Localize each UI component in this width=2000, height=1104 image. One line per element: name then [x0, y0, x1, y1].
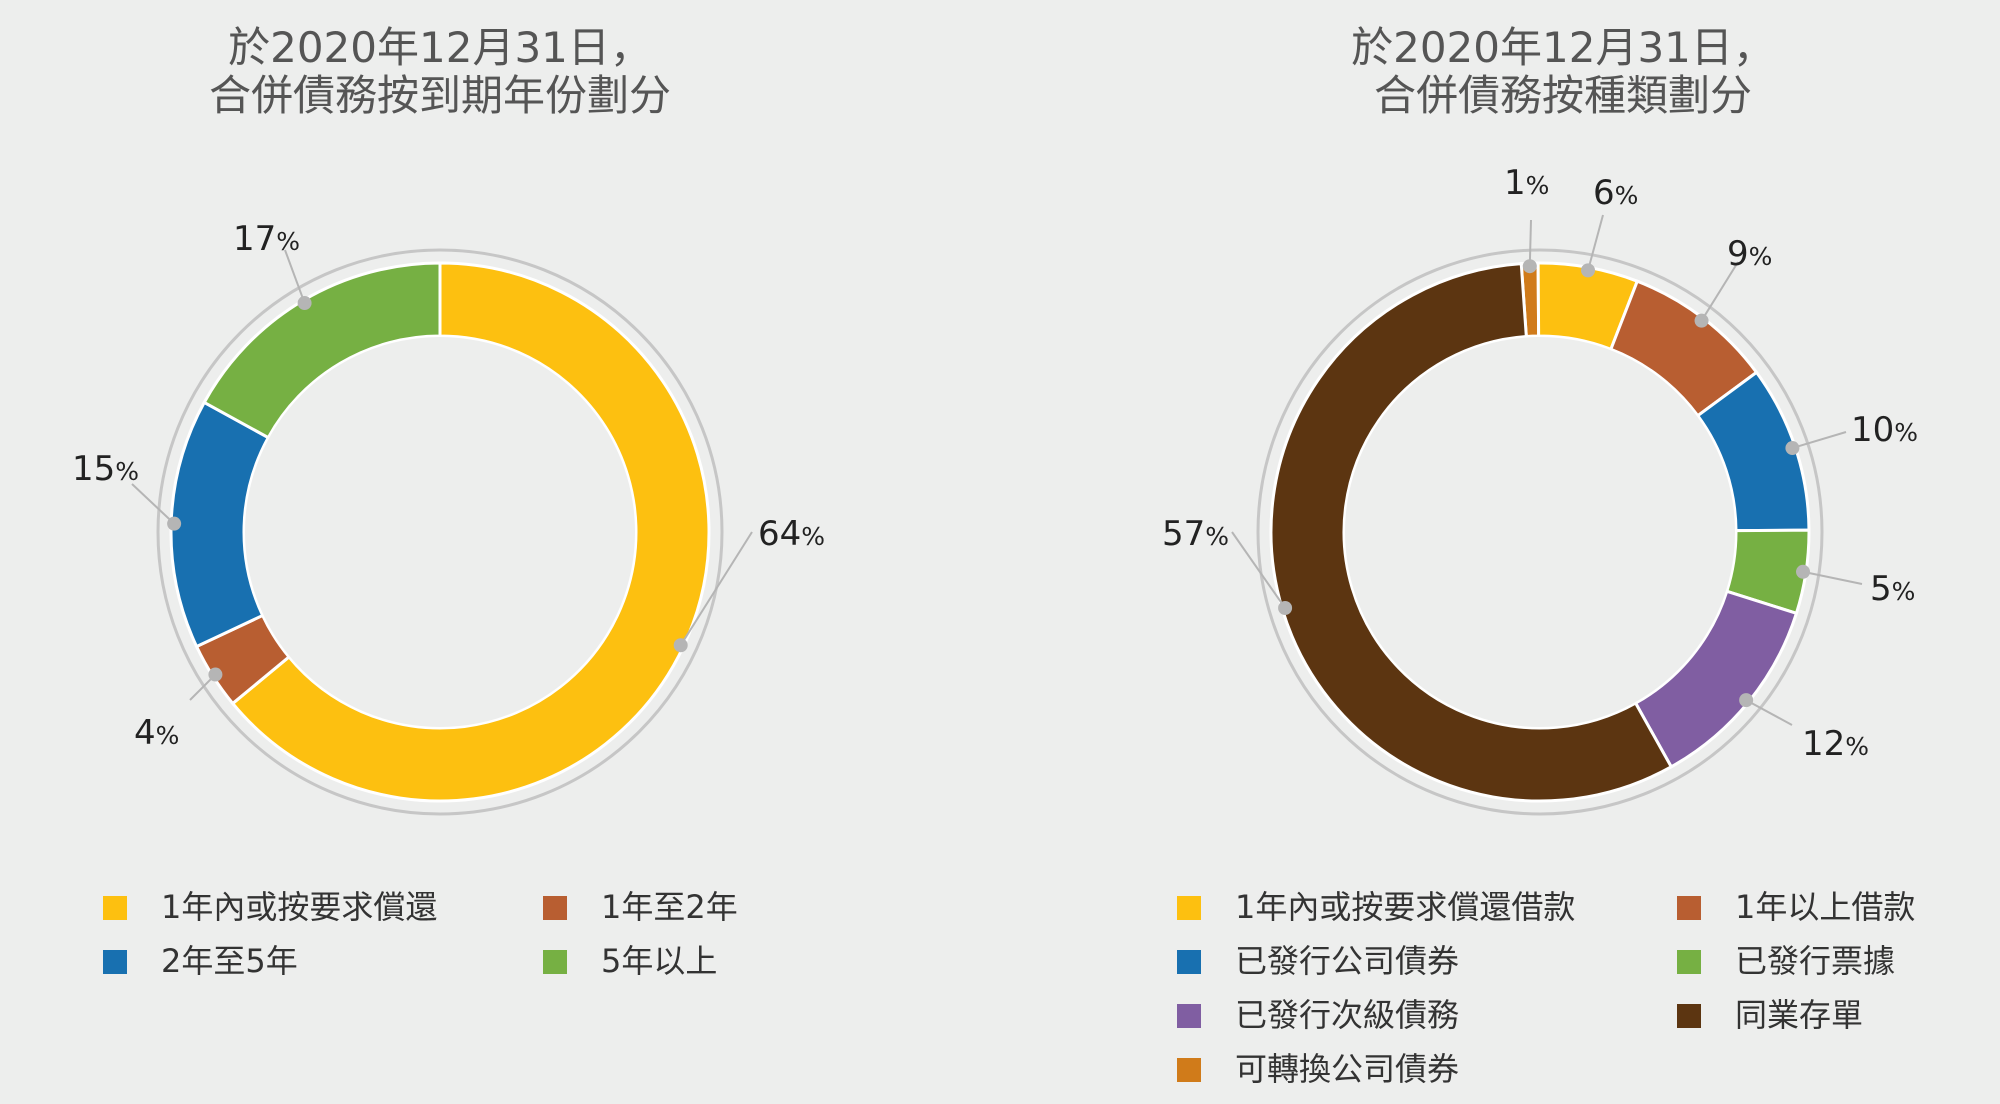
data-label-percent-sign: % [1845, 732, 1869, 761]
donut-slice-1-6 [1269, 262, 1674, 803]
leader-dot-0-3 [297, 296, 312, 311]
left-chart-title: 於2020年12月31日， 合併債務按到期年份劃分 [209, 23, 671, 120]
data-label-value: 12 [1802, 724, 1845, 764]
leader-line-1-3 [1792, 431, 1847, 449]
data-label-value: 1 [1504, 163, 1526, 203]
data-label-percent-sign: % [1205, 522, 1229, 551]
legend-swatch-1-5 [1677, 1004, 1701, 1028]
data-label-percent-sign: % [1894, 418, 1918, 447]
data-label-value: 4 [134, 713, 156, 753]
legend-swatch-0-2 [103, 950, 127, 974]
data-label-percent-sign: % [115, 457, 139, 486]
leader-line-1-2 [1700, 261, 1739, 322]
leader-dot-0-2 [167, 516, 182, 531]
legend-label-0-3: 5年以上 [601, 942, 717, 980]
data-label-0-1: 4% [134, 713, 179, 753]
leader-line-1-6 [1231, 531, 1286, 609]
legend-swatch-1-3 [1677, 950, 1701, 974]
leader-dot-1-6 [1278, 600, 1293, 615]
data-label-1-5: 12% [1802, 724, 1869, 764]
legend-0: 1年內或按要求償還 1年至2年 2年至5年 5年以上 [103, 888, 738, 980]
legend-swatch-0-0 [103, 896, 127, 920]
data-label-1-3: 10% [1851, 410, 1918, 450]
donut-outer-ring [1256, 248, 1824, 816]
legend-label-1-5: 同業存單 [1735, 996, 1863, 1034]
legend-label-1-1: 1年以上借款 [1735, 888, 1915, 926]
right-chart-title-line1: 於2020年12月31日， [1351, 23, 1775, 72]
leader-dot-1-0 [1522, 259, 1537, 274]
data-label-percent-sign: % [1749, 242, 1773, 271]
legend-swatch-1-1 [1677, 896, 1701, 920]
data-label-percent-sign: % [801, 522, 825, 551]
data-label-percent-sign: % [156, 721, 180, 750]
leader-line-1-4 [1802, 570, 1863, 585]
data-label-1-6: 57% [1162, 514, 1229, 554]
left-chart-title-line1: 於2020年12月31日， [228, 23, 652, 72]
data-label-value: 10 [1851, 410, 1894, 450]
legend-swatch-0-1 [543, 896, 567, 920]
leader-line-0-3 [284, 249, 306, 304]
data-label-value: 6 [1593, 173, 1615, 213]
donut-slice-0-0 [230, 261, 711, 803]
data-label-value: 64 [758, 514, 801, 554]
data-label-percent-sign: % [276, 227, 300, 256]
right-chart-title: 於2020年12月31日， 合併債務按種類劃分 [1351, 23, 1775, 120]
donut-outer-ring [156, 248, 724, 816]
legend-label-1-3: 已發行票據 [1735, 942, 1895, 980]
data-label-1-0: 1% [1504, 163, 1549, 203]
legend-label-1-6: 可轉換公司債券 [1235, 1050, 1459, 1088]
legend-label-1-4: 已發行次級債務 [1235, 996, 1459, 1034]
legend-swatch-0-3 [543, 950, 567, 974]
data-label-0-2: 15% [72, 449, 139, 489]
leader-dot-1-3 [1785, 441, 1800, 456]
data-label-value: 15 [72, 449, 115, 489]
data-label-value: 9 [1727, 234, 1749, 274]
data-label-1-2: 9% [1727, 234, 1772, 274]
leader-dot-1-2 [1694, 313, 1709, 328]
right-chart-title-line2: 合併債務按種類劃分 [1374, 71, 1752, 120]
legend-label-1-2: 已發行公司債券 [1235, 942, 1459, 980]
legend-swatch-1-2 [1177, 950, 1201, 974]
data-label-value: 17 [233, 219, 276, 259]
legend-label-1-0: 1年內或按要求償還借款 [1235, 888, 1575, 926]
legend-swatch-1-0 [1177, 896, 1201, 920]
leader-dot-0-0 [673, 638, 688, 653]
leader-dot-1-1 [1581, 263, 1596, 278]
legend-swatch-1-4 [1177, 1004, 1201, 1028]
leader-line-1-5 [1745, 699, 1793, 726]
leader-line-1-0 [1528, 219, 1532, 267]
legend-swatch-1-6 [1177, 1058, 1201, 1082]
data-label-percent-sign: % [1526, 171, 1550, 200]
leader-line-1-1 [1587, 214, 1604, 271]
donut-hole [245, 337, 635, 727]
data-label-0-0: 64% [758, 514, 825, 554]
leader-dot-1-5 [1739, 693, 1754, 708]
data-label-percent-sign: % [1615, 181, 1639, 210]
debt-type-donut-chart: 1% 6%9%10%5%12%57%1年內或按要求償還借款 1年以上借款已發行公司債… [1162, 163, 1918, 1088]
data-label-0-3: 17% [233, 219, 300, 259]
leader-line-0-2 [131, 483, 175, 525]
legend-label-0-0: 1年內或按要求償還 [161, 888, 437, 926]
data-label-1-4: 5% [1870, 569, 1915, 609]
data-label-value: 5 [1870, 569, 1892, 609]
leader-dot-1-4 [1796, 564, 1811, 579]
legend-label-0-2: 2年至5年 [161, 942, 298, 980]
leader-line-0-0 [679, 531, 753, 646]
leader-dot-0-1 [208, 667, 223, 682]
data-label-1-1: 6% [1593, 173, 1638, 213]
data-label-value: 57 [1162, 514, 1205, 554]
left-chart-title-line2: 合併債務按到期年份劃分 [209, 71, 671, 120]
data-label-percent-sign: % [1892, 577, 1916, 606]
legend-label-0-1: 1年至2年 [601, 888, 738, 926]
donut-hole [1345, 337, 1735, 727]
donut-slice-0-3 [202, 261, 442, 440]
